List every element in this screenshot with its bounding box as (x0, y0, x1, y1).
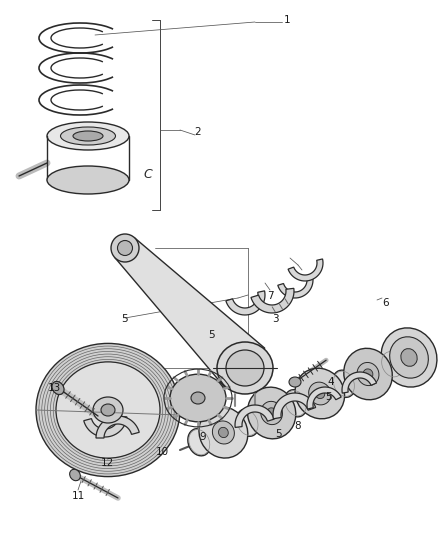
Ellipse shape (36, 343, 180, 477)
Text: 13: 13 (48, 383, 61, 393)
Ellipse shape (289, 377, 301, 387)
Ellipse shape (73, 131, 103, 141)
Ellipse shape (47, 122, 129, 150)
Polygon shape (278, 277, 313, 298)
Text: 2: 2 (194, 127, 201, 137)
Ellipse shape (70, 470, 80, 481)
Ellipse shape (93, 397, 123, 423)
Ellipse shape (357, 362, 379, 385)
Ellipse shape (101, 404, 115, 416)
Ellipse shape (111, 234, 139, 262)
Ellipse shape (170, 374, 226, 422)
Polygon shape (288, 259, 323, 281)
Text: 11: 11 (71, 491, 85, 500)
Ellipse shape (381, 328, 437, 387)
Text: 5: 5 (325, 392, 332, 402)
Ellipse shape (363, 369, 373, 379)
Ellipse shape (226, 350, 264, 386)
Text: C: C (144, 168, 152, 182)
Polygon shape (96, 416, 139, 438)
Ellipse shape (199, 407, 248, 458)
Text: 3: 3 (272, 314, 279, 324)
Text: 12: 12 (101, 458, 114, 467)
Ellipse shape (219, 427, 228, 438)
Text: 5: 5 (275, 429, 282, 439)
Text: 10: 10 (155, 447, 169, 457)
Ellipse shape (267, 408, 276, 418)
Ellipse shape (217, 342, 273, 394)
Ellipse shape (47, 166, 129, 194)
Ellipse shape (188, 429, 211, 456)
Text: 5: 5 (121, 314, 128, 324)
Ellipse shape (247, 387, 296, 439)
Ellipse shape (315, 389, 325, 399)
Polygon shape (273, 393, 316, 419)
Ellipse shape (381, 351, 403, 378)
Ellipse shape (191, 392, 205, 404)
Text: 7: 7 (267, 291, 274, 301)
Polygon shape (84, 416, 127, 437)
Ellipse shape (60, 127, 116, 145)
Polygon shape (226, 291, 265, 315)
Ellipse shape (261, 401, 283, 425)
Ellipse shape (212, 421, 234, 444)
Text: 1: 1 (283, 15, 290, 25)
Ellipse shape (284, 390, 307, 417)
Ellipse shape (236, 409, 259, 437)
Ellipse shape (332, 370, 355, 398)
Text: 6: 6 (382, 298, 389, 308)
Ellipse shape (401, 349, 417, 366)
Ellipse shape (295, 368, 345, 419)
Text: 8: 8 (294, 422, 301, 431)
Polygon shape (251, 288, 294, 313)
Text: 9: 9 (199, 432, 206, 442)
Ellipse shape (56, 362, 160, 458)
Polygon shape (115, 238, 265, 388)
Ellipse shape (52, 382, 64, 394)
Ellipse shape (390, 337, 428, 378)
Text: 5: 5 (208, 330, 215, 340)
Ellipse shape (309, 382, 331, 405)
Text: 4: 4 (327, 377, 334, 387)
Ellipse shape (117, 240, 133, 255)
Polygon shape (342, 372, 377, 393)
Ellipse shape (344, 348, 392, 400)
Polygon shape (307, 387, 341, 409)
Polygon shape (235, 405, 274, 427)
